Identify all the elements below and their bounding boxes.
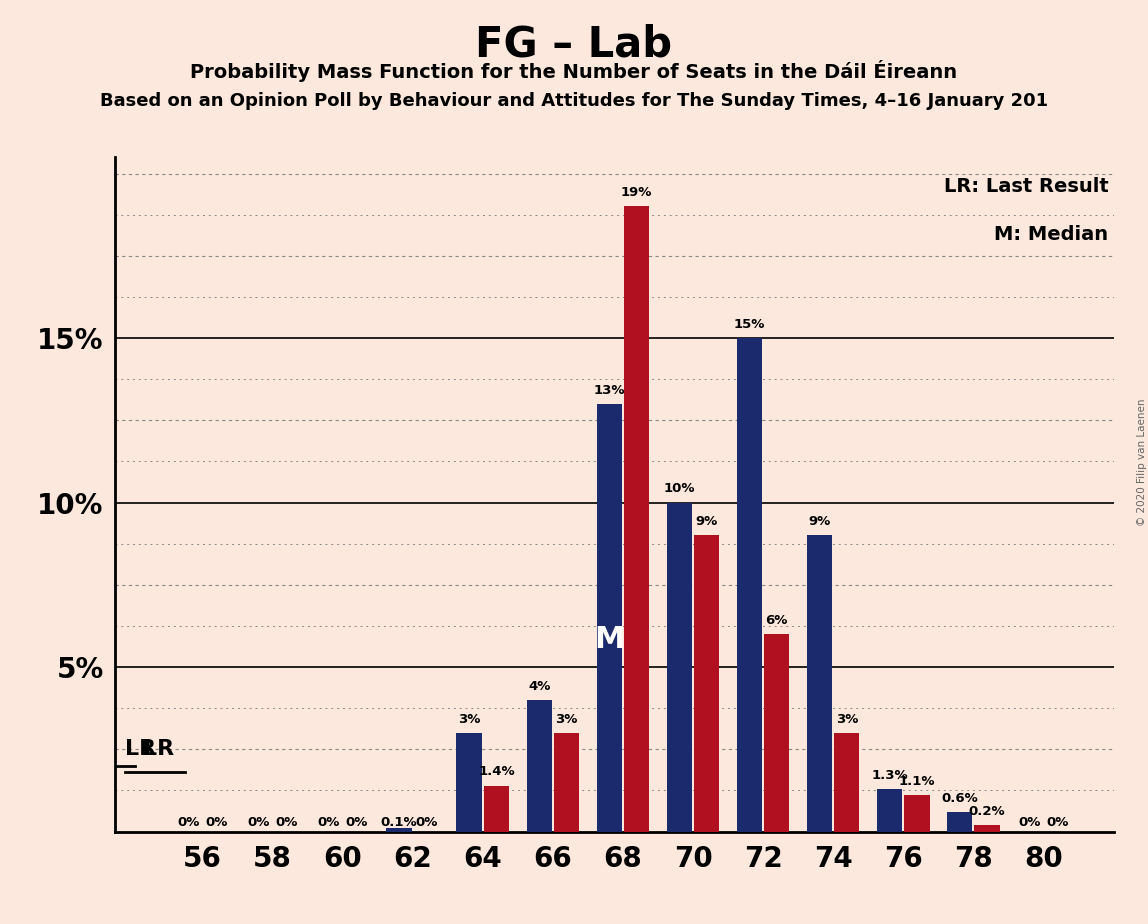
Text: 0%: 0%: [178, 817, 200, 830]
Text: 0%: 0%: [416, 817, 437, 830]
Text: 0%: 0%: [248, 817, 270, 830]
Bar: [457, 733, 482, 832]
Bar: [905, 796, 930, 832]
Text: 0.6%: 0.6%: [941, 792, 978, 805]
Text: 0%: 0%: [1018, 817, 1041, 830]
Text: © 2020 Filip van Laenen: © 2020 Filip van Laenen: [1137, 398, 1147, 526]
Text: 0%: 0%: [346, 817, 367, 830]
Text: LR: LR: [142, 739, 174, 760]
Bar: [597, 404, 622, 832]
Text: 3%: 3%: [556, 712, 577, 725]
Text: 0%: 0%: [204, 817, 227, 830]
Text: M: Median: M: Median: [994, 225, 1109, 244]
Bar: [483, 785, 509, 832]
Text: 9%: 9%: [696, 516, 718, 529]
Text: LR: Last Result: LR: Last Result: [944, 177, 1109, 196]
Text: 15%: 15%: [734, 318, 765, 331]
Bar: [387, 828, 412, 832]
Text: M: M: [594, 625, 625, 653]
Text: 1.3%: 1.3%: [871, 769, 908, 782]
Text: LR: LR: [125, 739, 156, 760]
Text: 1.4%: 1.4%: [478, 765, 514, 778]
Text: 13%: 13%: [594, 383, 625, 396]
Bar: [625, 206, 650, 832]
Bar: [835, 733, 860, 832]
Bar: [947, 812, 972, 832]
Bar: [877, 789, 902, 832]
Text: 1.1%: 1.1%: [899, 775, 936, 788]
Bar: [737, 338, 762, 832]
Bar: [553, 733, 579, 832]
Text: 9%: 9%: [808, 516, 831, 529]
Text: 3%: 3%: [458, 712, 480, 725]
Text: 0%: 0%: [276, 817, 297, 830]
Text: FG – Lab: FG – Lab: [475, 23, 673, 65]
Bar: [667, 503, 692, 832]
Text: 0.1%: 0.1%: [381, 817, 418, 830]
Bar: [527, 700, 552, 832]
Text: 0%: 0%: [1046, 817, 1069, 830]
Text: 10%: 10%: [664, 482, 695, 495]
Text: 6%: 6%: [766, 614, 788, 627]
Text: Based on an Opinion Poll by Behaviour and Attitudes for The Sunday Times, 4–16 J: Based on an Opinion Poll by Behaviour an…: [100, 92, 1048, 110]
Bar: [807, 536, 832, 832]
Text: 0%: 0%: [318, 817, 340, 830]
Text: 3%: 3%: [836, 712, 858, 725]
Text: 4%: 4%: [528, 680, 550, 693]
Text: Probability Mass Function for the Number of Seats in the Dáil Éireann: Probability Mass Function for the Number…: [191, 60, 957, 82]
Bar: [695, 536, 720, 832]
Bar: [975, 825, 1000, 832]
Text: 0.2%: 0.2%: [969, 805, 1006, 818]
Text: 19%: 19%: [621, 187, 652, 200]
Bar: [765, 634, 790, 832]
